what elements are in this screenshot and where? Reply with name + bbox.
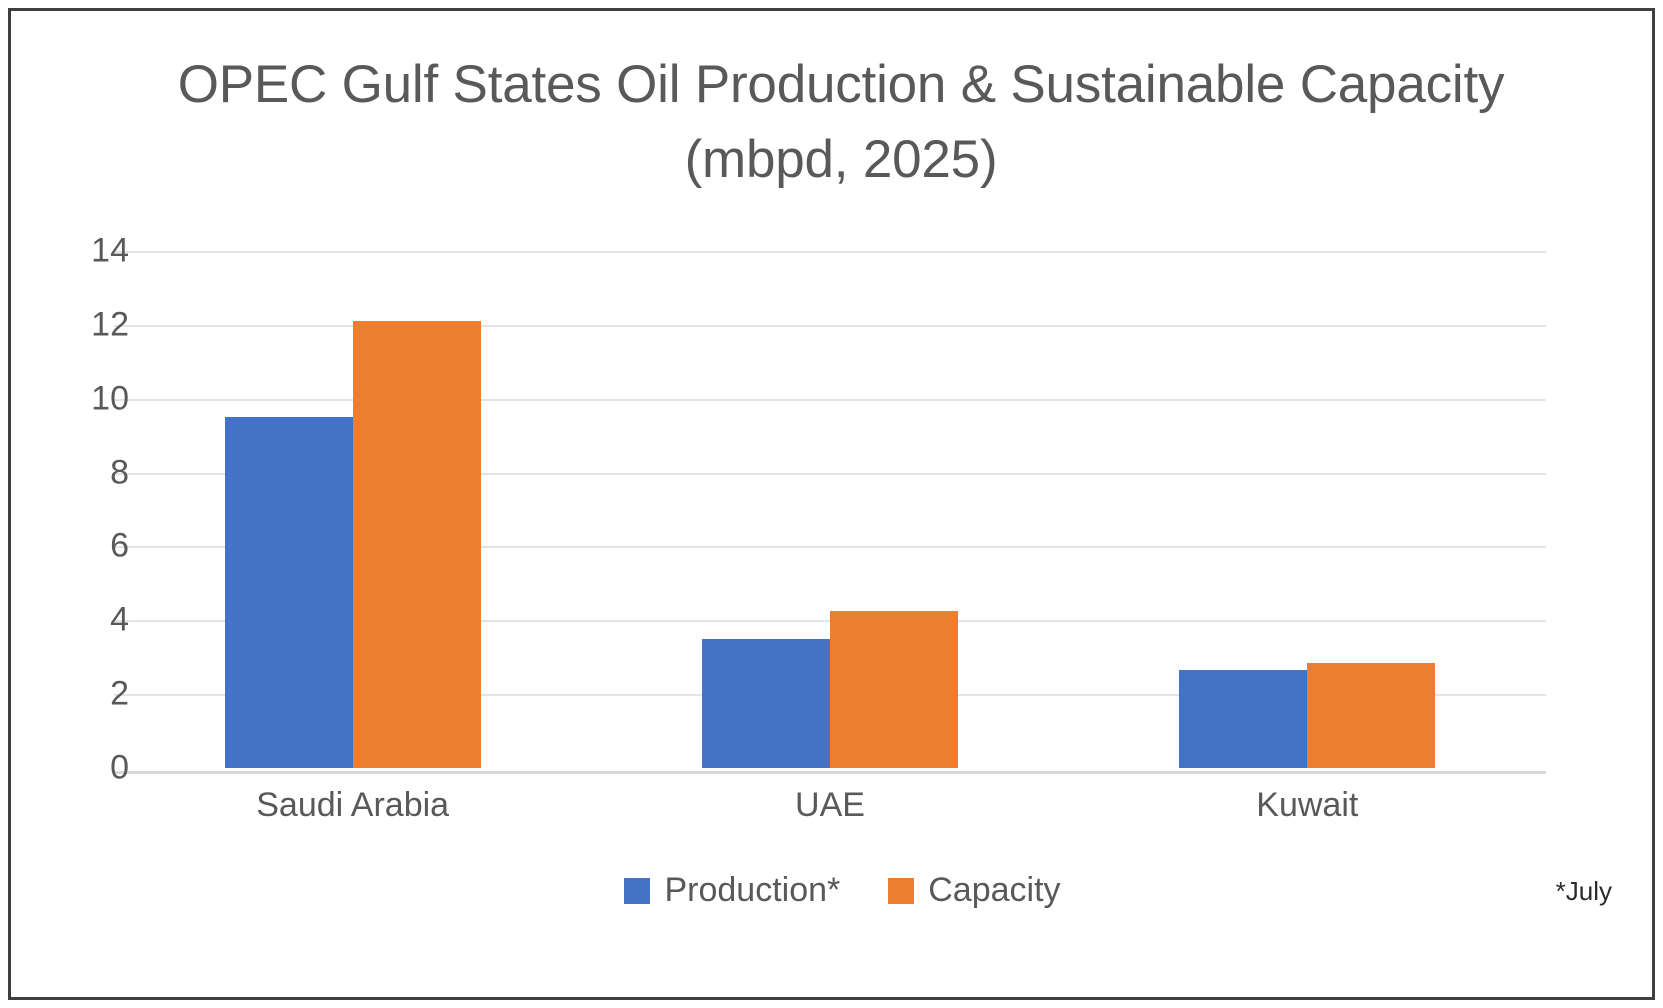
legend-item-capacity[interactable]: Capacity [888,871,1061,910]
x-axis-label-uae: UAE [795,786,865,824]
chart-frame: OPEC Gulf States Oil Production & Sustai… [8,8,1655,1000]
bar-production-saudi-arabia[interactable] [224,417,353,768]
axis-zero-line [114,771,1546,774]
x-axis-label-saudi-arabia: Saudi Arabia [256,786,450,824]
bar-capacity-uae[interactable] [829,611,958,768]
y-tick-label-10: 10 [91,379,129,418]
gridline-14 [114,251,1546,253]
x-axis-categories: Saudi Arabia UAE Kuwait [114,786,1546,825]
x-axis-label-kuwait: Kuwait [1256,786,1359,824]
bar-group-uae [591,251,1068,768]
bar-group-kuwait [1069,251,1546,768]
bar-capacity-kuwait[interactable] [1307,662,1436,768]
bar-production-uae[interactable] [701,638,830,768]
footnote-july: *July [1555,876,1612,906]
chart-legend: Production* Capacity [11,871,1663,910]
gridline-6 [114,546,1546,549]
y-tick-label-4: 4 [110,600,129,639]
y-tick-label-6: 6 [110,526,129,565]
chart-title: OPEC Gulf States Oil Production & Sustai… [177,55,1505,190]
y-tick-label-14: 14 [91,231,129,270]
legend-label: Capacity [928,871,1061,909]
gridline-8 [114,472,1546,475]
y-tick-label-8: 8 [110,453,129,492]
y-axis: 14 12 10 8 6 4 2 0 [11,232,1663,787]
bar-groups [114,251,1546,768]
gridline-12 [114,324,1546,327]
legend-item-production[interactable]: Production* [624,871,840,910]
bar-capacity-saudi-arabia[interactable] [352,321,481,768]
legend-swatch-icon-capacity [888,877,915,904]
bar-group-saudi-arabia [114,251,591,768]
legend-swatch-icon-production [624,877,651,904]
y-tick-label-0: 0 [110,748,129,787]
y-tick-label-2: 2 [110,674,129,713]
gridline-10 [114,398,1546,401]
bar-production-kuwait[interactable] [1179,670,1308,768]
legend-label: Production* [664,871,841,909]
y-tick-label-12: 12 [91,305,129,344]
